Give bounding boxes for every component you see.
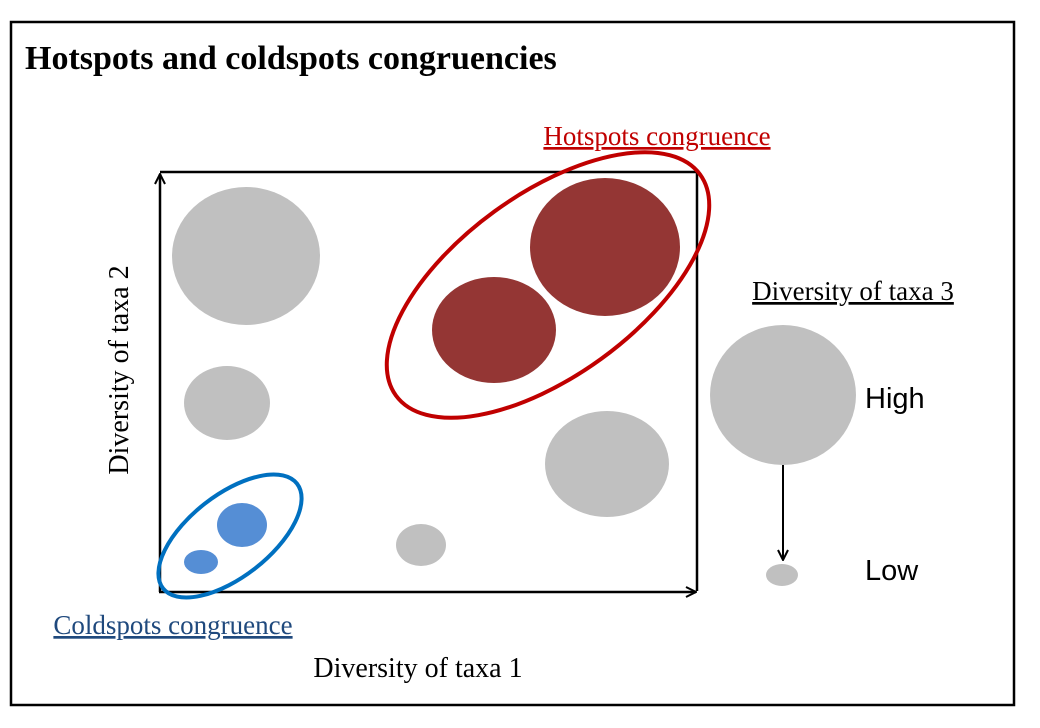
hotspot-circle <box>432 277 556 383</box>
x-axis-label: Diversity of taxa 1 <box>313 653 522 684</box>
neutral-circle <box>396 524 446 566</box>
neutral-circle <box>184 366 270 440</box>
hotspots-congruence-label: Hotspots congruence <box>543 121 770 151</box>
legend-low-circle <box>766 564 798 586</box>
neutral-circle <box>172 187 320 325</box>
legend-low-label: Low <box>865 555 919 587</box>
hotspot-circle <box>530 178 680 316</box>
coldspot-circle <box>184 550 218 574</box>
hotspots-congruence-outline <box>384 150 712 420</box>
neutral-circle <box>545 411 669 517</box>
legend-high-circle <box>710 325 856 465</box>
coldspot-circle <box>217 503 267 547</box>
y-axis-label: Diversity of taxa 2 <box>104 265 135 474</box>
diagram-title: Hotspots and coldspots congruencies <box>25 40 557 77</box>
coldspots-congruence-label: Coldspots congruence <box>53 610 292 640</box>
legend-title: Diversity of taxa 3 <box>752 276 954 306</box>
legend-high-label: High <box>865 383 925 415</box>
coldspots-congruence-outline <box>156 472 304 600</box>
